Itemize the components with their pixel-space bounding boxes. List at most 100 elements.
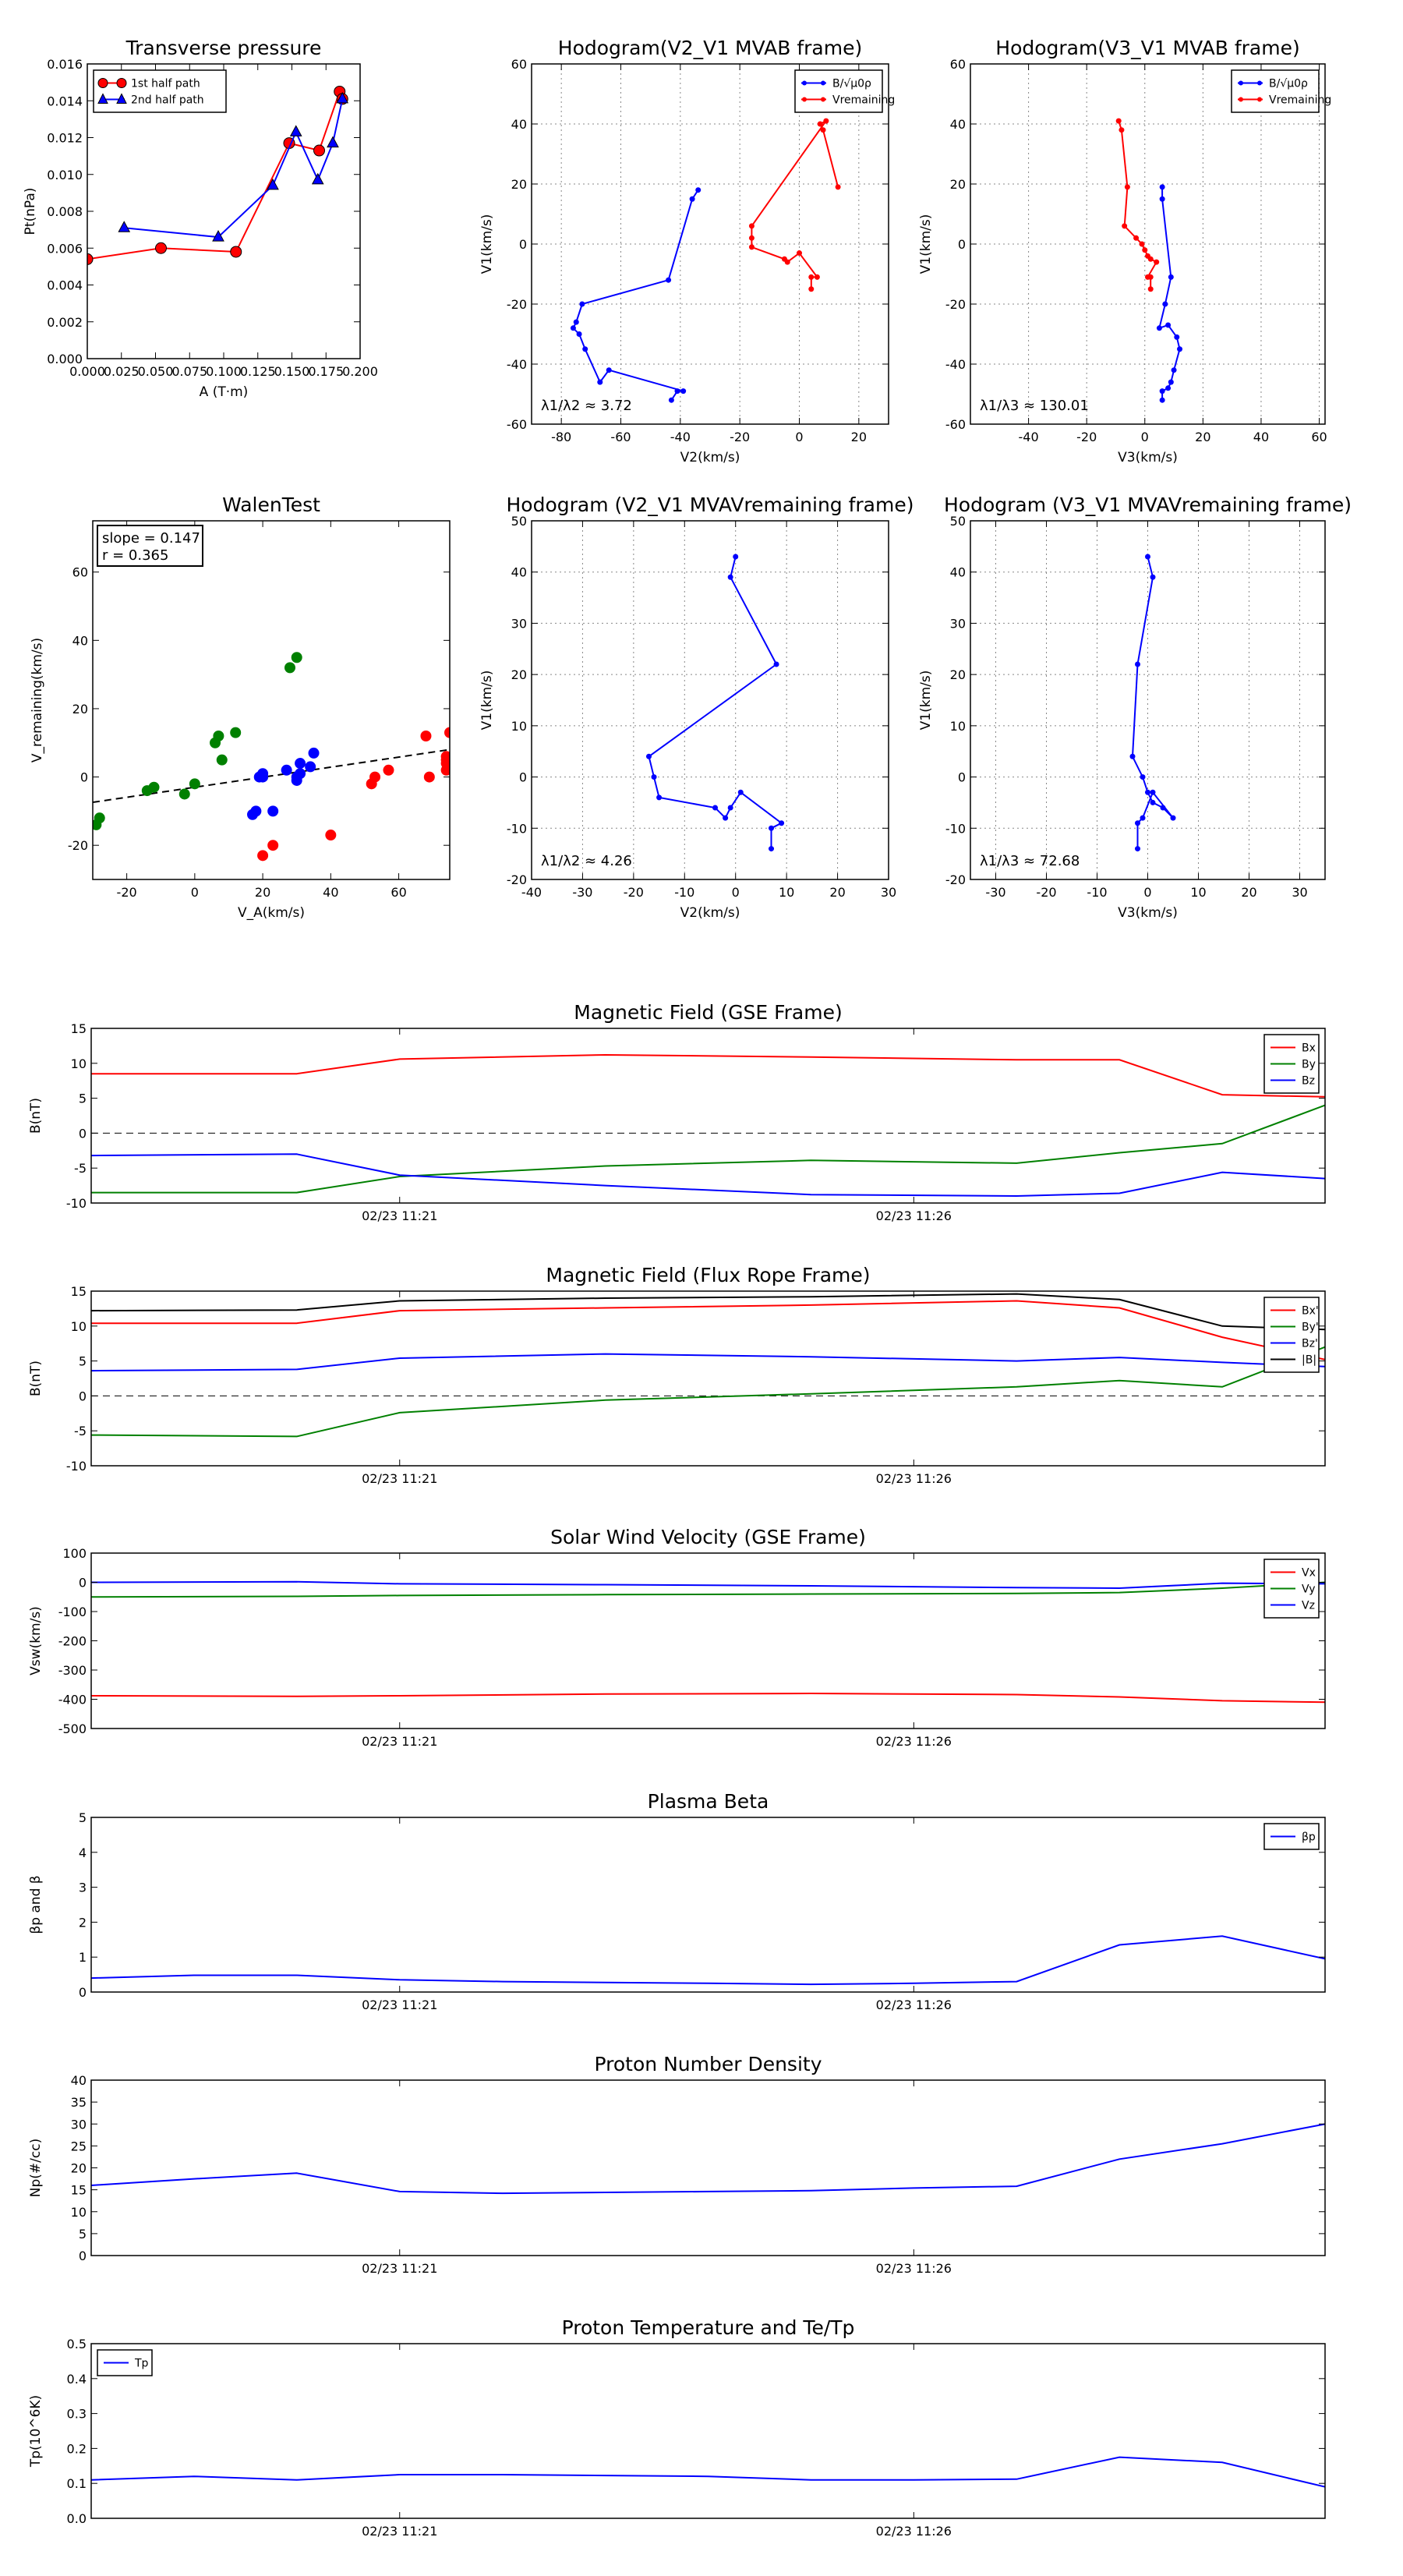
series-line [91, 1053, 1325, 1098]
y-tick-label: 0 [519, 237, 527, 252]
line-marker [1174, 334, 1180, 340]
y-tick-label: 0 [79, 1985, 87, 2000]
chart-title: Solar Wind Velocity (GSE Frame) [550, 1526, 866, 1548]
legend-marker [821, 80, 825, 86]
line-marker [313, 144, 325, 157]
y-tick-label: 1 [79, 1950, 87, 1965]
x-tick-label: 02/23 11:26 [876, 1734, 952, 1749]
line-marker [668, 397, 674, 403]
y-axis-label: Np(#/cc) [28, 2139, 44, 2197]
y-tick-label: -200 [58, 1634, 87, 1649]
y-tick-label: -20 [68, 838, 88, 853]
scatter-point [369, 771, 381, 783]
line-marker [1140, 774, 1146, 780]
y-tick-label: 5 [79, 2227, 87, 2242]
y-tick-label: 0 [79, 1576, 87, 1591]
y-tick-label: 35 [71, 2095, 87, 2110]
y-tick-label: 10 [71, 1056, 87, 1071]
x-tick-label: 0.025 [104, 364, 140, 379]
y-tick-label: 15 [71, 1284, 87, 1299]
chart-vsw: 02/23 11:21 02/23 11:26 -500 -400 -300 -200 -1… [28, 1526, 1326, 1749]
y-tick-label: 50 [511, 514, 527, 529]
scatter-point [281, 764, 292, 776]
line-marker [1177, 346, 1183, 352]
line-marker [1133, 235, 1140, 241]
line-marker [1159, 184, 1165, 190]
x-tick-label: 02/23 11:26 [876, 2261, 952, 2276]
line-marker [1124, 184, 1130, 190]
y-tick-label: 3 [79, 1881, 87, 1895]
y-tick-label: 20 [71, 2161, 87, 2176]
line-marker [1156, 325, 1162, 331]
legend-label: Tp [134, 2358, 149, 2370]
y-tick-label: -20 [507, 297, 527, 312]
line-marker [1145, 789, 1150, 795]
line-marker [808, 286, 815, 292]
series-line [1118, 120, 1158, 289]
y-tick-label: -10 [507, 821, 527, 836]
axes-frame [90, 1290, 1326, 1467]
line-marker [656, 794, 663, 801]
y-tick-label: 25 [71, 2139, 87, 2153]
y-tick-label: 100 [62, 1546, 87, 1561]
y-axis-label: V1(km/s) [918, 671, 934, 731]
x-tick-label: 0 [795, 430, 803, 444]
scatter-point [230, 727, 242, 738]
chart-title: Hodogram (V2_V1 MVAVremaining frame) [507, 494, 914, 516]
line-marker [712, 805, 719, 811]
scatter-point [267, 840, 279, 851]
x-tick-label: 02/23 11:21 [362, 1734, 437, 1749]
line-marker [748, 235, 755, 241]
line-marker [727, 805, 733, 811]
y-tick-label: 60 [511, 57, 527, 72]
line-marker [1147, 256, 1154, 262]
axes-frame [92, 520, 451, 880]
y-tick-label: 10 [950, 719, 966, 734]
plot-area [93, 652, 450, 862]
x-axis-label: V2(km/s) [680, 905, 740, 921]
x-tick-label: -40 [521, 885, 542, 900]
x-tick-label: 20 [829, 885, 845, 900]
y-axis-label: B(nT) [28, 1098, 44, 1134]
x-tick-label: 30 [881, 885, 896, 900]
ratio-annotation: λ1/λ2 ≈ 3.72 [541, 398, 632, 414]
y-tick-label: 0.014 [47, 94, 83, 108]
y-tick-label: 0.0 [67, 2511, 87, 2526]
line-marker [1129, 753, 1136, 759]
chart-title: Hodogram(V3_V1 MVAB frame) [995, 37, 1299, 59]
line-marker [1159, 397, 1165, 403]
x-tick-label: 20 [851, 430, 867, 444]
line-marker [784, 259, 790, 265]
y-tick-label: 0.010 [47, 168, 83, 182]
line-marker [1150, 799, 1156, 805]
legend-marker [802, 97, 807, 102]
y-tick-label: -60 [945, 417, 966, 432]
line-marker [797, 250, 802, 257]
chart-hodo4: -30 -20 -10 0 10 20 30 -20 -10 0 10 20 30 40 50Hodogra… [918, 494, 1352, 921]
plot-area [91, 1293, 1325, 1438]
line-marker [1147, 286, 1154, 292]
series-line [91, 1692, 1325, 1704]
x-tick-label: 0.050 [138, 364, 174, 379]
y-axis-label: V1(km/s) [479, 214, 495, 274]
x-tick-label: 20 [1241, 885, 1256, 900]
legend: Bx By Bz [1263, 1034, 1320, 1094]
y-tick-label: -10 [66, 1459, 87, 1474]
line-marker [87, 253, 94, 265]
y-tick-label: 40 [511, 565, 527, 580]
y-tick-label: 0 [80, 770, 88, 785]
plot-area [1129, 554, 1176, 852]
legend-label: By [1302, 1059, 1316, 1071]
legend-label: Vy [1302, 1583, 1316, 1596]
scatter-point [423, 771, 435, 783]
series-line [91, 1353, 1325, 1372]
legend-marker [1239, 97, 1243, 102]
x-tick-label: -40 [670, 430, 691, 444]
scatter-point [284, 662, 295, 674]
line-marker [748, 244, 755, 250]
x-tick-label: 02/23 11:26 [876, 1208, 952, 1223]
y-tick-label: -20 [945, 872, 966, 887]
chart-beta: 02/23 11:21 02/23 11:26 0 1 2 3 4 5 Plasma Beta β… [28, 1790, 1326, 2012]
y-axis-label: V1(km/s) [479, 671, 495, 731]
plot-area [87, 85, 349, 265]
